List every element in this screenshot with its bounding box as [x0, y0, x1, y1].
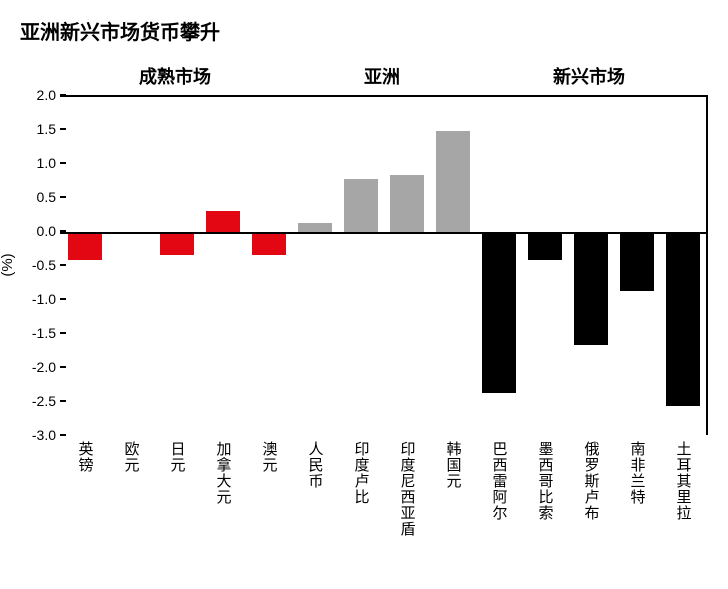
y-tick-label: -3.0	[32, 427, 56, 443]
x-tick-label: 印度卢比	[351, 441, 372, 505]
x-tick-label: 俄罗斯卢布	[581, 441, 602, 521]
group-headers: 成熟市场亚洲新兴市场	[60, 63, 708, 89]
bar	[344, 179, 378, 233]
x-tick-label: 人民币	[305, 441, 326, 489]
x-tick-label: 英镑	[75, 441, 96, 473]
y-tick-label: 1.5	[37, 121, 56, 137]
y-axis: (%) 2.01.51.00.50.0-0.5-1.0-1.5-2.0-2.5-…	[20, 95, 60, 435]
y-tick-label: -1.5	[32, 325, 56, 341]
y-tick-label: 1.0	[37, 155, 56, 171]
y-tick-label: 0.5	[37, 189, 56, 205]
y-tick-label: 0.0	[37, 223, 56, 239]
bar	[252, 233, 286, 255]
bar	[68, 233, 102, 260]
y-tick-mark	[60, 332, 66, 334]
y-tick-label: 2.0	[37, 87, 56, 103]
plot-area	[60, 95, 708, 435]
y-tick-mark	[60, 400, 66, 402]
bar	[620, 233, 654, 291]
y-tick-mark	[60, 128, 66, 130]
x-tick-label: 巴西雷阿尔	[489, 441, 510, 521]
x-tick-label: 澳元	[259, 441, 280, 473]
zero-line	[60, 232, 706, 234]
y-tick-mark	[60, 264, 66, 266]
group-header: 成熟市场	[60, 63, 290, 89]
x-tick-label: 南非兰特	[627, 441, 648, 505]
y-tick-mark	[60, 230, 66, 232]
x-tick-label: 加拿大元	[213, 441, 234, 505]
bar	[436, 131, 470, 233]
chart-container: 成熟市场亚洲新兴市场 (%) 2.01.51.00.50.0-0.5-1.0-1…	[20, 63, 708, 573]
y-tick-label: -2.0	[32, 359, 56, 375]
bars-layer	[60, 97, 706, 435]
x-tick-label: 墨西哥比索	[535, 441, 556, 521]
bar	[528, 233, 562, 260]
y-tick-mark	[60, 94, 66, 96]
bar	[482, 233, 516, 393]
chart-title: 亚洲新兴市场货币攀升	[20, 16, 708, 45]
y-tick-mark	[60, 434, 66, 436]
y-tick-label: -0.5	[32, 257, 56, 273]
x-tick-label: 土耳其里拉	[673, 441, 694, 521]
group-header: 亚洲	[290, 63, 474, 89]
y-tick-label: -2.5	[32, 393, 56, 409]
y-tick-mark	[60, 366, 66, 368]
x-tick-label: 韩国元	[443, 441, 464, 489]
bar	[390, 175, 424, 233]
y-tick-mark	[60, 298, 66, 300]
bar	[574, 233, 608, 345]
bar	[666, 233, 700, 406]
y-tick-mark	[60, 162, 66, 164]
y-axis-label: (%)	[0, 253, 16, 276]
bar	[160, 233, 194, 255]
x-tick-label: 日元	[167, 441, 188, 473]
bar	[206, 211, 240, 233]
x-tick-label: 欧元	[121, 441, 142, 473]
x-tick-label: 印度尼西亚盾	[397, 441, 418, 537]
y-tick-mark	[60, 196, 66, 198]
group-header: 新兴市场	[474, 63, 704, 89]
y-tick-label: -1.0	[32, 291, 56, 307]
